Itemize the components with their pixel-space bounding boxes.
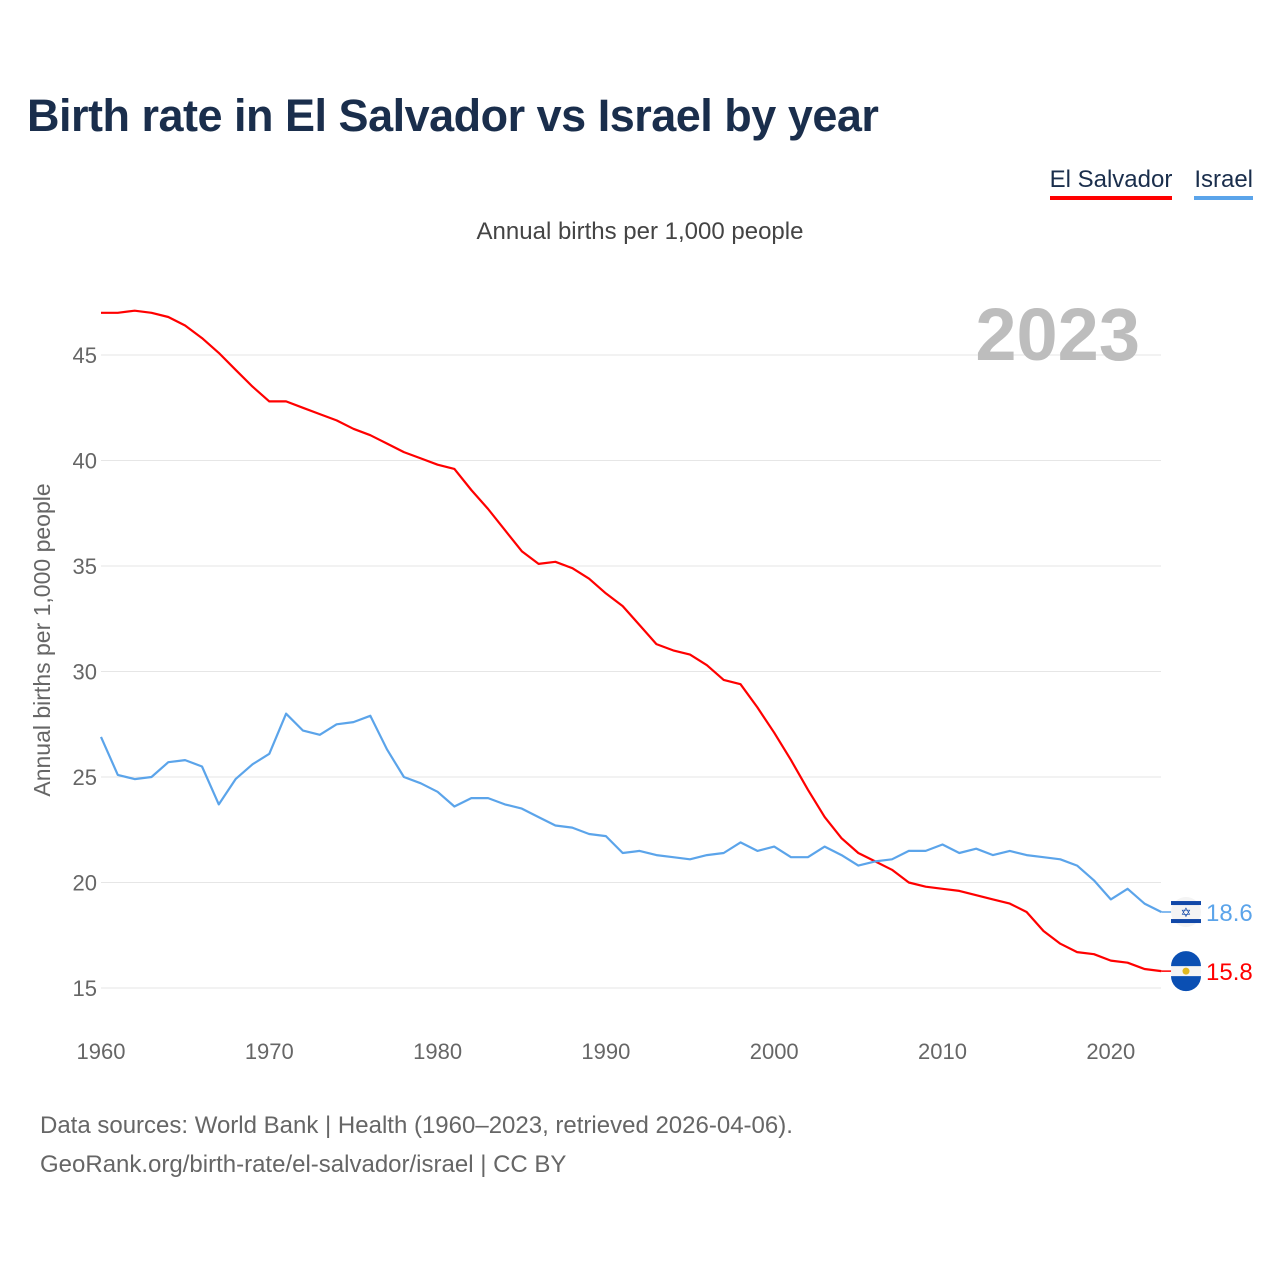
- end-value-label: 15.8: [1206, 959, 1253, 986]
- end-value-label: 18.6: [1206, 900, 1253, 927]
- y-axis-label: Annual births per 1,000 people: [29, 483, 55, 796]
- y-tick-label: 25: [73, 765, 97, 790]
- source-link[interactable]: GeoRank.org/birth-rate/el-salvador/israe…: [40, 1151, 567, 1178]
- x-tick-label: 2010: [918, 1039, 967, 1064]
- legend: El Salvador Israel: [1049, 166, 1253, 200]
- x-tick-label: 1980: [413, 1039, 462, 1064]
- flag-stripe: [1171, 901, 1201, 906]
- chart-subtitle: Annual births per 1,000 people: [476, 218, 804, 245]
- flag-stripe: [1171, 919, 1201, 924]
- y-tick-label: 20: [73, 871, 97, 896]
- israel-flag-icon: ✡: [1171, 897, 1201, 928]
- x-tick-label: 1960: [77, 1039, 126, 1064]
- coat-of-arms: [1182, 967, 1190, 975]
- y-tick-label: 30: [73, 660, 97, 685]
- y-tick-label: 35: [73, 554, 97, 579]
- x-tick-label: 1970: [245, 1039, 294, 1064]
- legend-item-israel[interactable]: Israel: [1194, 166, 1253, 200]
- year-watermark: 2023: [975, 293, 1140, 376]
- x-tick-label: 1990: [581, 1039, 630, 1064]
- flag-stripe: [1171, 976, 1201, 992]
- legend-item-el-salvador[interactable]: El Salvador: [1049, 166, 1173, 200]
- y-tick-label: 40: [73, 449, 97, 474]
- footer: Data sources: World Bank | Health (1960–…: [40, 1106, 793, 1184]
- el-salvador-flag-icon: [1171, 951, 1201, 992]
- y-tick-label: 15: [73, 976, 97, 1001]
- flag-stripe: [1171, 951, 1201, 967]
- chart-title: Birth rate in El Salvador vs Israel by y…: [27, 90, 879, 141]
- star-of-david-icon: ✡: [1181, 906, 1192, 921]
- series-line-el-salvador: [101, 309, 1162, 973]
- x-tick-label: 2000: [750, 1039, 799, 1064]
- y-tick-label: 45: [73, 343, 97, 368]
- x-tick-label: 2020: [1086, 1039, 1135, 1064]
- data-source-text: Data sources: World Bank | Health (1960–…: [40, 1112, 793, 1139]
- series-line-israel: [99, 712, 1162, 913]
